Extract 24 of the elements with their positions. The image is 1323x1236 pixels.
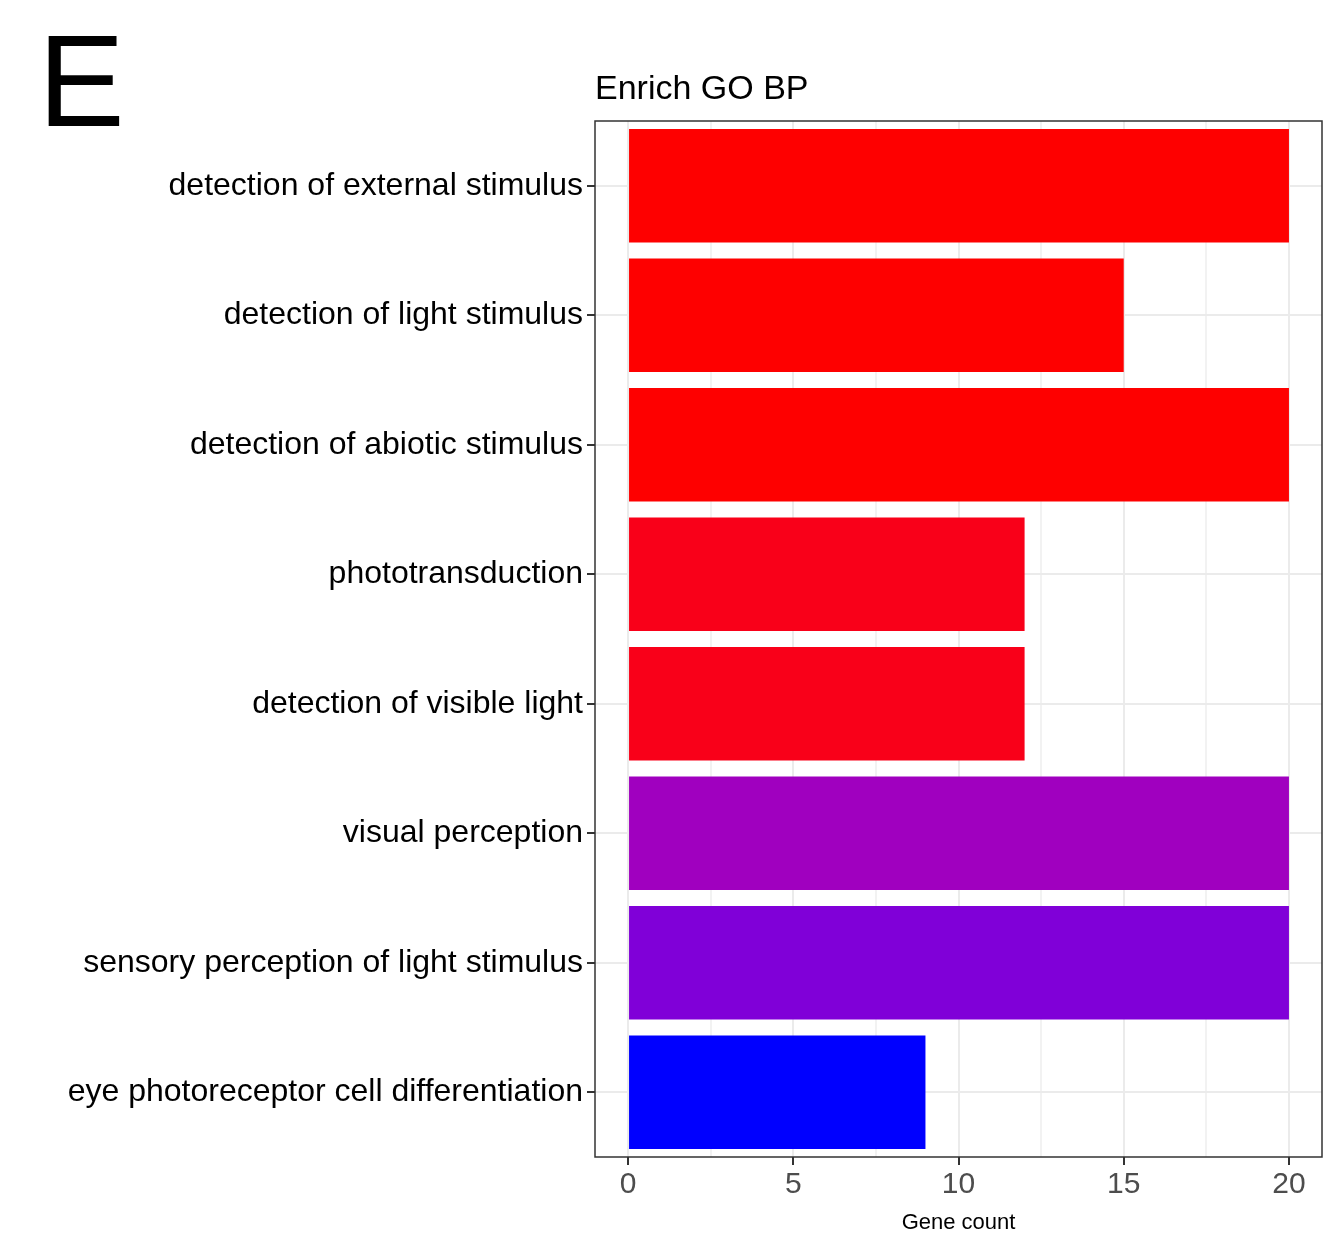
y-tick-label: detection of light stimulus: [223, 295, 583, 332]
y-tick-label: phototransduction: [328, 554, 583, 591]
bar: [629, 517, 1025, 631]
chart-title: Enrich GO BP: [595, 68, 809, 106]
x-tick-label: 0: [619, 1166, 637, 1200]
y-tick-label: detection of external stimulus: [168, 165, 583, 202]
bar: [629, 906, 1289, 1020]
x-tick-label: 5: [784, 1166, 802, 1200]
y-tick-label: eye photoreceptor cell differentiation: [67, 1072, 583, 1109]
y-tick-label: detection of abiotic stimulus: [189, 424, 583, 461]
bar: [629, 388, 1289, 502]
y-tick-label: visual perception: [342, 813, 583, 850]
bar: [629, 647, 1025, 761]
bar: [629, 776, 1289, 890]
y-tick-label: detection of visible light: [252, 683, 584, 720]
x-tick-label: 10: [941, 1166, 976, 1200]
bar: [629, 129, 1289, 243]
bar: [629, 258, 1124, 372]
y-tick-label: sensory perception of light stimulus: [83, 942, 583, 979]
bar: [629, 1035, 926, 1149]
x-tick-label: 20: [1272, 1166, 1306, 1200]
text: E: [38, 8, 125, 154]
x-axis-title: Gene count: [901, 1208, 1016, 1234]
x-tick-label: 15: [1107, 1166, 1141, 1200]
